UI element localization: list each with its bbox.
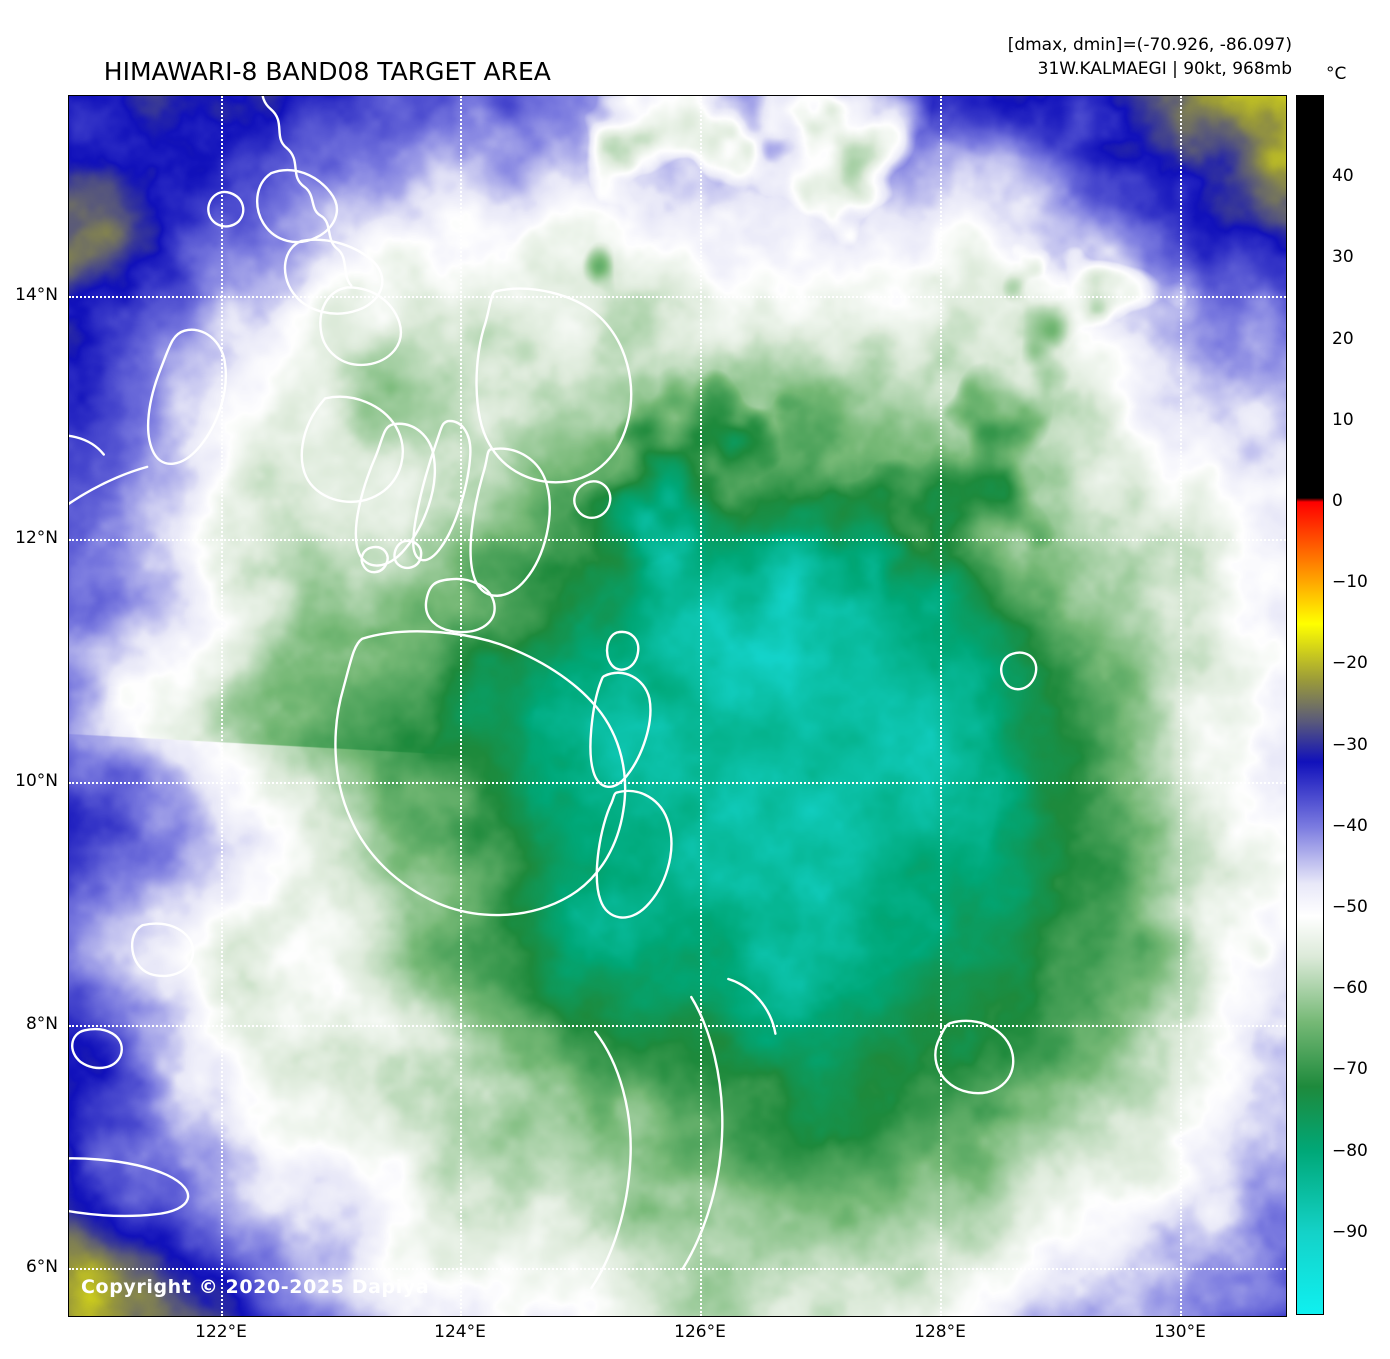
cb-tick-m50: −50 [1332, 897, 1368, 917]
data-range-label: [dmax, dmin]=(-70.926, -86.097) [1007, 35, 1292, 55]
cb-tick-40: 40 [1332, 166, 1354, 187]
gridline-lat-12 [69, 539, 1286, 541]
y-tick-6N: 6°N [25, 1257, 58, 1277]
cb-tick-m10: −10 [1332, 572, 1368, 593]
cb-tick-20: 20 [1332, 328, 1354, 349]
colorbar-unit-label: °C [1326, 64, 1347, 84]
gridline-lon-122 [221, 96, 223, 1316]
gridline-lat-14 [69, 296, 1286, 298]
y-tick-10N: 10°N [15, 771, 58, 791]
gridline-lat-6 [69, 1268, 1286, 1270]
gridline-lon-128 [940, 96, 942, 1316]
cb-tick-m30: −30 [1332, 734, 1368, 755]
cb-tick-10: 10 [1332, 409, 1354, 430]
cb-tick-m80: −80 [1332, 1140, 1368, 1161]
gridline-lon-130 [1180, 96, 1182, 1316]
graticule-layer [69, 96, 1286, 1316]
satellite-swath [69, 96, 1286, 1316]
cb-tick-30: 30 [1332, 247, 1354, 268]
x-tick-126E: 126°E [674, 1322, 726, 1342]
x-tick-130E: 130°E [1154, 1322, 1206, 1342]
gridline-lat-8 [69, 1025, 1286, 1027]
satellite-plot-area: Copyright © 2020-2025 Dapiya [68, 95, 1287, 1317]
cb-tick-0: 0 [1332, 491, 1343, 511]
figure-metadata: [dmax, dmin]=(-70.926, -86.097) 31W.KALM… [1008, 33, 1292, 81]
gridline-lon-126 [700, 96, 702, 1316]
gridline-lat-10 [69, 782, 1286, 784]
title-line-1: HIMAWARI-8 BAND08 TARGET AREA [103, 57, 551, 86]
copyright-label: Copyright © 2020-2025 Dapiya [81, 1276, 430, 1298]
cb-tick-m60: −60 [1332, 978, 1368, 999]
coastline-overlay [69, 96, 1038, 1290]
cb-tick-m70: −70 [1332, 1059, 1368, 1080]
cb-tick-m40: −40 [1332, 815, 1368, 836]
x-tick-122E: 122°E [195, 1322, 247, 1342]
y-tick-14N: 14°N [15, 285, 58, 305]
x-tick-128E: 128°E [914, 1322, 966, 1342]
temperature-colorbar [1296, 95, 1324, 1315]
cb-tick-m90: −90 [1332, 1221, 1368, 1242]
x-tick-124E: 124°E [434, 1322, 486, 1342]
y-tick-8N: 8°N [25, 1014, 58, 1034]
cb-tick-m20: −20 [1332, 653, 1368, 674]
y-tick-12N: 12°N [15, 528, 58, 548]
gridline-lon-124 [460, 96, 462, 1316]
storm-info-label: 31W.KALMAEGI | 90kt, 968mb [1037, 59, 1292, 80]
colorbar-gradient [1297, 96, 1323, 1314]
